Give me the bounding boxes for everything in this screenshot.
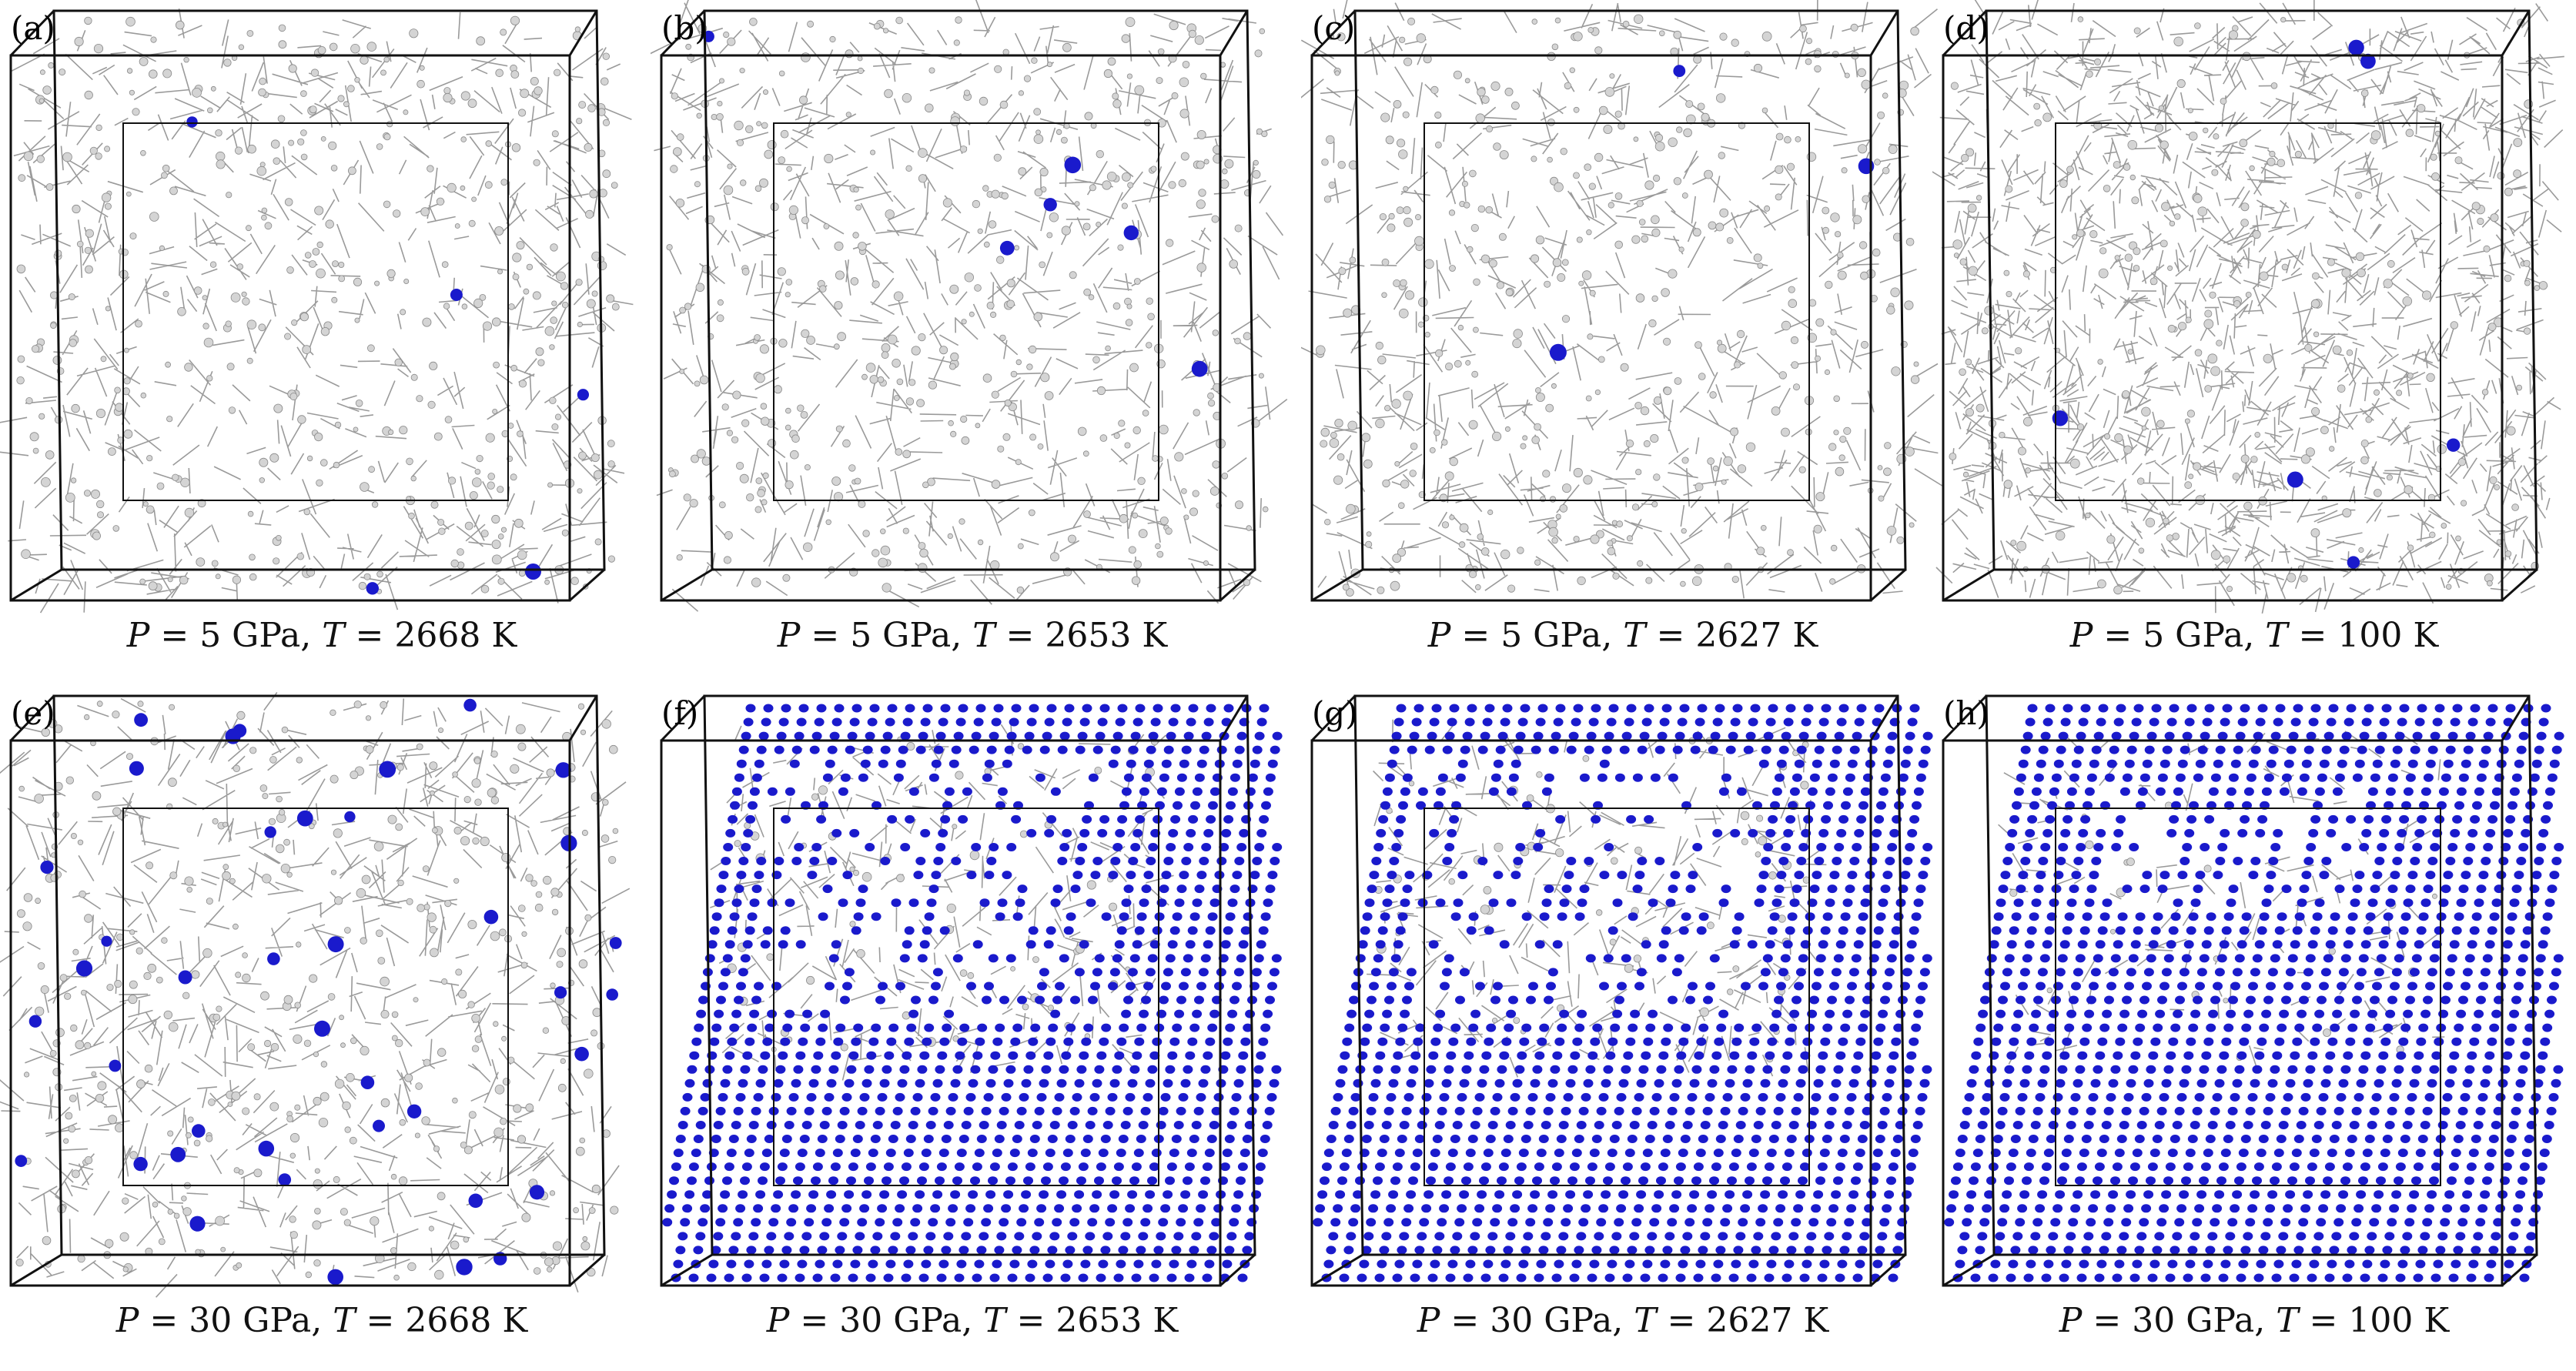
panel-e: (e) P = 30 GPa, T = 2668 K [0, 685, 644, 1370]
crystalline-atoms [662, 704, 1283, 1282]
bond-network [1301, 0, 1944, 599]
crystalline-atoms [2052, 39, 2461, 569]
box-edges [1310, 9, 1907, 602]
panel-label-a: (a) [11, 9, 55, 47]
box-edges [1942, 694, 2538, 1287]
box-edges [1942, 9, 2538, 602]
simulation-box-a [0, 8, 634, 614]
caption-e: P = 30 GPa, T = 2668 K [115, 1301, 528, 1340]
simulation-box-c [1301, 0, 1944, 602]
crystalline-atoms [702, 30, 1208, 377]
panel-a: (a) P = 5 GPa, T = 2668 K [0, 0, 644, 685]
panel-label-b: (b) [661, 9, 708, 47]
bond-network [0, 8, 634, 614]
panel-h: (h) P = 30 GPa, T = 100 K [1932, 685, 2576, 1370]
crystalline-atoms [1944, 704, 2564, 1282]
atom-cloud [727, 736, 1159, 1052]
panel-label-h: (h) [1943, 694, 1989, 732]
caption-c: P = 5 GPa, T = 2627 K [1427, 616, 1818, 655]
atom-cloud [1315, 14, 1920, 597]
panel-g: (g) P = 30 GPa, T = 2627 K [1301, 685, 1945, 1370]
simulation-box-g [1310, 694, 1933, 1287]
panel-label-f: (f) [661, 694, 699, 732]
caption-b: P = 5 GPa, T = 2653 K [777, 616, 1168, 655]
caption-f: P = 30 GPa, T = 2653 K [766, 1301, 1179, 1340]
simulation-box-d [1932, 0, 2564, 614]
bond-network [1932, 0, 2564, 614]
bond-network [651, 0, 1288, 612]
atom-cloud [16, 15, 620, 594]
simulation-box-f [660, 694, 1283, 1287]
panel-label-d: (d) [1943, 9, 1989, 47]
atom-cloud [1949, 16, 2548, 595]
box-edges [9, 694, 606, 1287]
caption-a: P = 5 GPa, T = 2668 K [126, 616, 517, 655]
bond-network [1998, 731, 2445, 1072]
simulation-box-b [651, 0, 1288, 612]
box-edges [9, 9, 606, 602]
caption-h: P = 30 GPa, T = 100 K [2059, 1301, 2450, 1340]
crystalline-atoms [186, 116, 590, 595]
crystalline-atoms [1549, 65, 1875, 361]
caption-g: P = 30 GPa, T = 2627 K [1417, 1301, 1829, 1340]
panel-label-c: (c) [1312, 9, 1356, 47]
bond-network [0, 692, 631, 1298]
panel-c: (c) P = 5 GPa, T = 2627 K [1301, 0, 1945, 685]
panel-b: (b) P = 5 GPa, T = 2653 K [651, 0, 1294, 685]
box-edges [660, 9, 1256, 602]
simulation-box-e [0, 692, 631, 1298]
atom-cloud [666, 16, 1269, 594]
box-edges [1310, 694, 1907, 1287]
caption-d: P = 5 GPa, T = 100 K [2069, 616, 2439, 655]
panel-f: (f) P = 30 GPa, T = 2653 K [651, 685, 1294, 1370]
panel-d: (d) P = 5 GPa, T = 100 K [1932, 0, 2576, 685]
simulation-box-h [1942, 694, 2564, 1287]
crystalline-atoms [1313, 704, 1933, 1282]
panel-label-e: (e) [11, 694, 55, 732]
box-edges [660, 694, 1256, 1287]
atom-cloud [15, 701, 619, 1281]
panel-label-g: (g) [1312, 694, 1358, 732]
